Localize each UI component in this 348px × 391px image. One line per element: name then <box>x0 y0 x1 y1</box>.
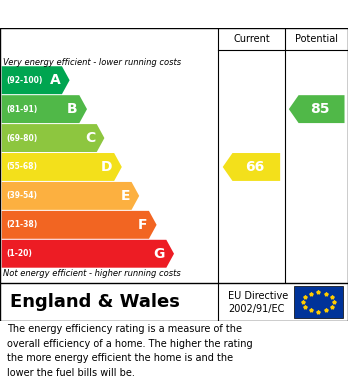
Text: Not energy efficient - higher running costs: Not energy efficient - higher running co… <box>3 269 181 278</box>
Text: Energy Efficiency Rating: Energy Efficiency Rating <box>7 7 217 22</box>
Text: (21-38): (21-38) <box>6 220 37 230</box>
Text: (69-80): (69-80) <box>6 134 37 143</box>
Polygon shape <box>2 182 139 210</box>
Text: F: F <box>138 218 147 232</box>
Polygon shape <box>2 66 70 94</box>
Polygon shape <box>2 95 87 123</box>
Polygon shape <box>2 211 157 239</box>
Polygon shape <box>289 95 345 123</box>
Text: 66: 66 <box>245 160 264 174</box>
Text: England & Wales: England & Wales <box>10 293 180 311</box>
Text: The energy efficiency rating is a measure of the
overall efficiency of a home. T: The energy efficiency rating is a measur… <box>7 325 253 378</box>
Text: 2002/91/EC: 2002/91/EC <box>228 304 284 314</box>
Polygon shape <box>223 153 280 181</box>
Text: Potential: Potential <box>295 34 338 44</box>
Polygon shape <box>2 240 174 268</box>
Text: E: E <box>120 189 130 203</box>
Text: 85: 85 <box>310 102 330 116</box>
Text: G: G <box>153 247 165 261</box>
Text: (39-54): (39-54) <box>6 192 37 201</box>
Polygon shape <box>2 153 122 181</box>
Text: (55-68): (55-68) <box>6 163 37 172</box>
Text: C: C <box>85 131 95 145</box>
Text: A: A <box>49 73 60 87</box>
Text: B: B <box>67 102 78 116</box>
Text: (92-100): (92-100) <box>6 76 42 85</box>
Text: Current: Current <box>233 34 270 44</box>
Text: Very energy efficient - lower running costs: Very energy efficient - lower running co… <box>3 58 182 67</box>
Polygon shape <box>2 124 104 152</box>
Text: D: D <box>101 160 112 174</box>
Text: EU Directive: EU Directive <box>228 291 288 301</box>
Text: (1-20): (1-20) <box>6 249 32 258</box>
Bar <box>294 286 343 318</box>
Text: (81-91): (81-91) <box>6 105 37 114</box>
